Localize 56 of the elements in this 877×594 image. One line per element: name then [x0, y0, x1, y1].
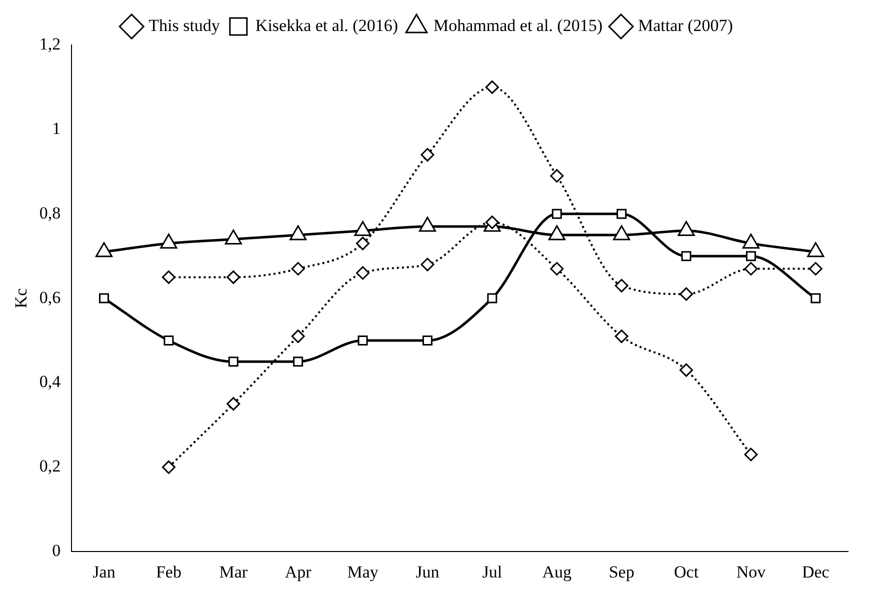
point — [356, 236, 370, 250]
legend-label: Mattar (2007) — [638, 16, 733, 35]
point — [226, 270, 240, 284]
x-tick-label: Aug — [542, 562, 572, 582]
point — [680, 287, 694, 301]
y-tick-label: 1,2 — [39, 34, 61, 54]
x-tick-label: Apr — [284, 562, 312, 582]
point — [485, 80, 499, 94]
point — [681, 251, 692, 262]
legend-label: This study — [148, 16, 220, 35]
point — [487, 293, 498, 304]
y-tick-label: 0,8 — [39, 203, 61, 222]
point — [744, 448, 758, 462]
x-tick-label: Mar — [219, 562, 248, 582]
point — [162, 460, 176, 474]
y-tick-label: 0,2 — [39, 456, 61, 476]
legend-label: Kisekka et al. (2016) — [255, 16, 398, 35]
y-axis-title: Kc — [12, 288, 31, 308]
point — [228, 356, 238, 367]
point — [550, 169, 564, 183]
legend-label: Mohammad et al. (2015) — [433, 16, 603, 35]
point — [808, 262, 822, 276]
point — [291, 330, 305, 344]
point — [616, 208, 627, 219]
point — [680, 363, 694, 377]
point — [552, 208, 562, 219]
point — [226, 397, 240, 411]
x-tick-label: Nov — [736, 562, 766, 582]
point — [291, 262, 305, 276]
point — [614, 278, 628, 292]
point — [614, 330, 628, 344]
point — [356, 266, 370, 280]
x-tick-label: Jun — [416, 562, 440, 582]
point — [293, 356, 304, 367]
point — [746, 251, 756, 262]
point — [744, 262, 758, 276]
point — [810, 293, 821, 304]
x-tick-label: May — [347, 562, 379, 582]
point — [422, 336, 432, 346]
y-tick-label: 0,4 — [39, 372, 62, 392]
y-tick-label: 0,6 — [39, 288, 61, 307]
x-tick-label: Oct — [674, 562, 699, 582]
x-tick-label: Sep — [608, 562, 634, 582]
point — [164, 336, 174, 346]
y-tick-label: 0 — [52, 541, 61, 560]
x-tick-label: Dec — [802, 562, 830, 582]
point — [550, 262, 564, 276]
y-tick-label: 1 — [52, 118, 61, 138]
x-tick-label: Jan — [92, 562, 116, 582]
point — [162, 270, 176, 284]
point — [99, 293, 109, 304]
point — [420, 258, 434, 272]
point — [358, 336, 368, 346]
x-tick-label: Jul — [482, 562, 502, 582]
x-tick-label: Feb — [156, 562, 182, 582]
point — [420, 148, 434, 162]
